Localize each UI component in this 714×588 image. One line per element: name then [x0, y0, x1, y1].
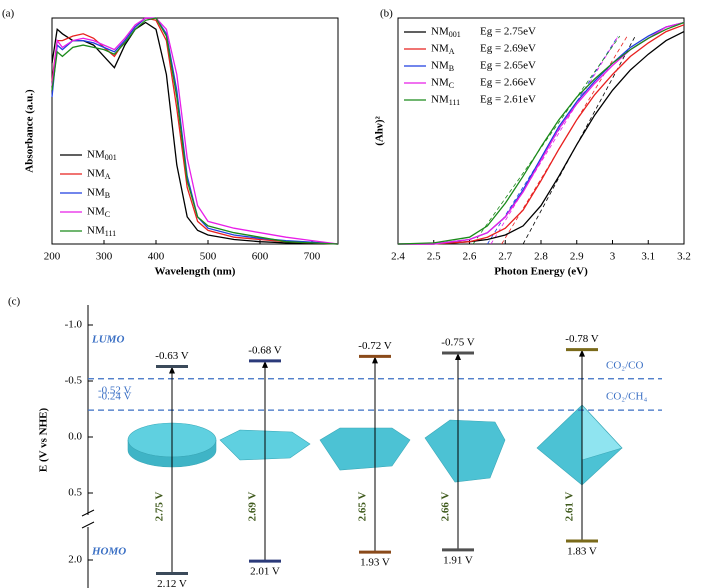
axis-break: [81, 509, 95, 517]
homo-value: 1.83 V: [567, 545, 597, 557]
y-tick-label: 0.0: [68, 431, 82, 443]
x-tick-label: 3.1: [641, 251, 655, 263]
reference-name: CO₂/CH₄: [606, 391, 647, 403]
arrow-head: [262, 360, 268, 368]
tangent-line: [472, 35, 621, 245]
y-axis-label: Absorbance (a.u.): [24, 89, 36, 173]
homo-value: 2.12 V: [157, 578, 187, 588]
legend-label: NMA: [87, 168, 111, 181]
legend-label: NMB: [431, 60, 454, 73]
band-gap-value: 2.66 V: [440, 492, 452, 522]
series-line: [397, 21, 685, 245]
x-tick-label: 500: [200, 251, 217, 263]
series-line: [398, 31, 685, 245]
panel-label: (a): [2, 8, 15, 20]
homo-value: 1.91 V: [443, 554, 473, 566]
x-tick-label: 3.2: [677, 251, 691, 263]
plot-frame: [51, 17, 339, 245]
x-tick-label: 400: [148, 251, 165, 263]
crystal-shapes: [127, 404, 623, 486]
band-gap-label: Eg = 2.75eV: [480, 26, 536, 38]
band-gap-label: Eg = 2.66eV: [480, 77, 536, 89]
band-gap-label: Eg = 2.69eV: [480, 43, 536, 55]
x-tick-label: 2.4: [391, 251, 405, 263]
x-tick-label: 3: [610, 251, 616, 263]
lumo-value: -0.75 V: [441, 337, 474, 349]
series-line: [51, 17, 339, 245]
legend-label: NMB: [87, 187, 110, 200]
reference-value: -0.52 V: [98, 384, 131, 396]
axis-break: [81, 521, 95, 529]
x-tick-label: 600: [252, 251, 269, 263]
x-tick-label: 200: [44, 251, 61, 263]
y-tick-label: 2.0: [68, 554, 82, 566]
band-gap-value: 2.75 V: [154, 492, 166, 522]
x-tick-label: 2.6: [463, 251, 477, 263]
legend-label: NMC: [431, 77, 454, 90]
lumo-value: -0.68 V: [248, 344, 281, 356]
shape-disc-side: [127, 439, 217, 468]
legend-label: NM111: [431, 94, 460, 107]
x-tick-label: 300: [96, 251, 113, 263]
arrow-head: [579, 349, 585, 357]
homo-label: HOMO: [91, 546, 126, 558]
legend-label: NM001: [431, 26, 461, 39]
band-gap-value: 2.69 V: [247, 492, 259, 522]
y-tick-label: -0.5: [65, 375, 83, 387]
x-tick-label: 2.9: [570, 251, 584, 263]
lumo-value: -0.78 V: [565, 333, 598, 345]
series-line: [51, 17, 339, 245]
y-axis-label: (Ahν)²: [374, 116, 386, 146]
shape-truncated: [424, 419, 506, 483]
homo-value: 2.01 V: [250, 566, 280, 578]
tangent-line: [490, 35, 619, 245]
shape-prism: [319, 427, 411, 471]
legend-label: NMC: [87, 206, 110, 219]
lumo-label: LUMO: [91, 334, 124, 346]
y-tick-label: -1.0: [65, 319, 83, 331]
legend-label: NMA: [431, 43, 455, 56]
reference-value: -0.24 V: [98, 391, 131, 403]
arrow-head: [169, 366, 175, 374]
legend-label: NM001: [87, 149, 117, 162]
band-gap-value: 2.65 V: [357, 492, 369, 522]
y-tick-label: 0.5: [68, 487, 82, 499]
band-gap-label: Eg = 2.61eV: [480, 94, 536, 106]
reference-name: CO₂/CO: [606, 359, 644, 371]
panel-label: (c): [8, 296, 21, 308]
x-tick-label: 2.8: [534, 251, 548, 263]
series-line: [398, 24, 685, 245]
legend-label: NM111: [87, 225, 116, 238]
homo-value: 1.93 V: [360, 557, 390, 569]
lumo-value: -0.72 V: [358, 340, 391, 352]
x-tick-label: 2.5: [427, 251, 441, 263]
band-gap-value: 2.61 V: [564, 492, 576, 522]
arrow-head: [455, 353, 461, 360]
y-axis-label: E (V vs NHE): [38, 408, 50, 473]
lumo-value: -0.63 V: [155, 350, 188, 362]
x-axis-label: Photon Energy (eV): [494, 266, 588, 278]
arrow-head: [372, 356, 378, 364]
x-axis-label: Wavelength (nm): [155, 266, 236, 278]
x-tick-label: 2.7: [498, 251, 512, 263]
panel-label: (b): [380, 8, 393, 20]
x-tick-label: 700: [304, 251, 321, 263]
band-gap-label: Eg = 2.65eV: [480, 60, 536, 72]
